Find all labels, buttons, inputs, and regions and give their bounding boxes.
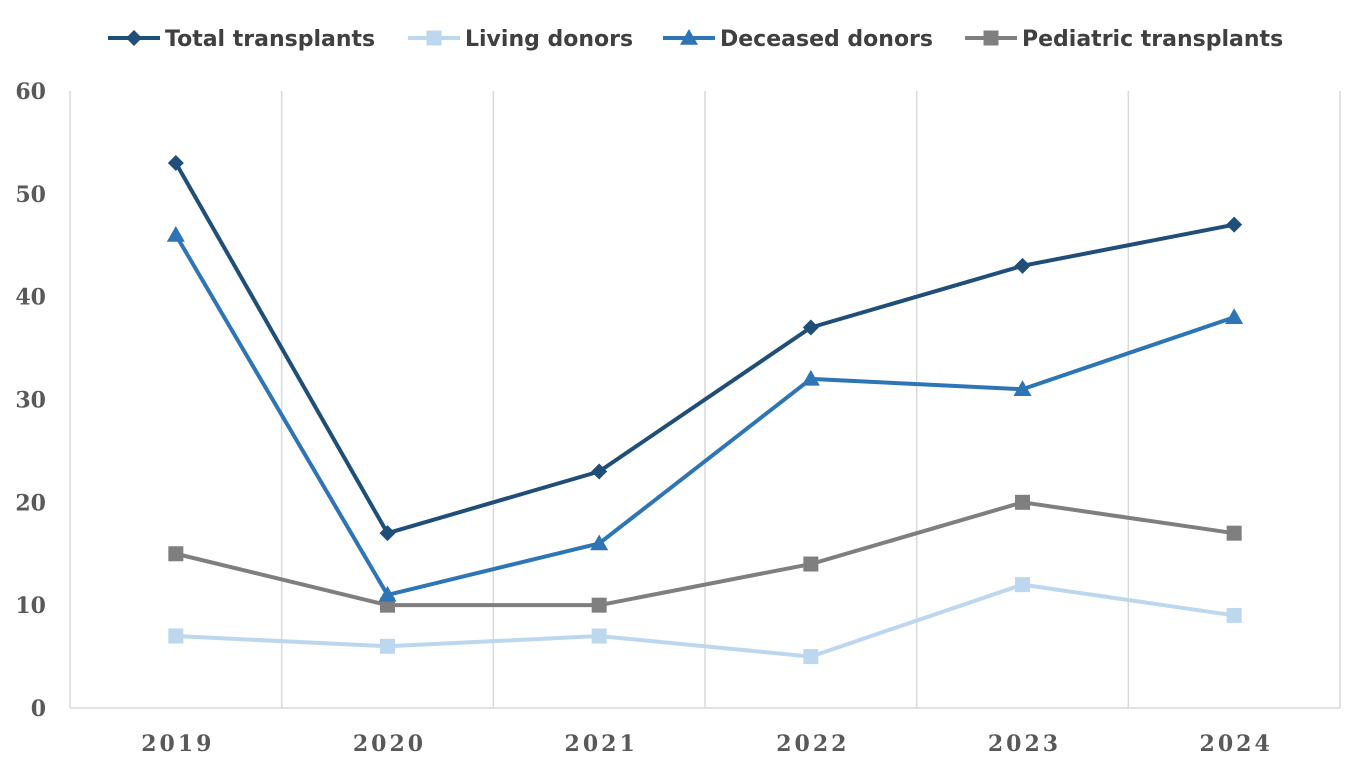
data-point-deceased-donors [1225,308,1244,324]
data-point-total-transplants [167,154,184,171]
series-line-living-donors [175,582,1235,659]
x-tick-label: 2021 [565,731,638,757]
legend-label: Pediatric transplants [1022,27,1283,52]
series-line-total-transplants [174,161,1235,536]
data-point-living-donors [1015,577,1030,593]
legend-label: Total transplants [165,27,375,52]
x-tick-label: 2023 [988,731,1061,757]
series-living-donors [168,577,1242,665]
x-tick-label: 2020 [353,731,426,757]
data-point-living-donors [1226,607,1242,623]
legend-swatch-marker [126,30,142,46]
data-point-pediatric-transplants [803,556,819,572]
data-point-living-donors [168,628,184,644]
y-tick-label: 40 [15,285,46,311]
y-tick-label: 30 [15,388,46,414]
legend: Total transplants Living donors Deceased d… [108,27,1283,52]
legend-item-living-donors: Living donors [408,27,633,52]
y-tick-label: 50 [15,182,46,208]
axes: 0 10 20 30 40 50 60 2019 2020 2021 2022 2023 2024 [15,79,1340,757]
data-point-deceased-donors [378,585,397,602]
x-tick-label: 2019 [141,731,214,757]
data-point-total-transplants [802,319,819,336]
data-point-total-transplants [1014,257,1031,274]
legend-label: Living donors [465,27,633,52]
data-point-pediatric-transplants [1015,494,1030,510]
series-line-pediatric-transplants [175,500,1235,608]
x-tick-label: 2022 [776,731,849,757]
series-pediatric-transplants [168,494,1242,613]
series-group [166,154,1244,665]
y-tick-label: 60 [15,79,46,105]
grid [280,91,1341,708]
legend-swatch-marker [680,29,698,45]
data-point-deceased-donors [166,225,185,242]
series-deceased-donors [166,225,1244,602]
legend-item-deceased-donors: Deceased donors [663,27,933,52]
series-line-deceased-donors [174,233,1235,597]
legend-item-total-transplants: Total transplants [108,27,375,52]
y-tick-label: 0 [31,696,46,722]
data-point-living-donors [803,649,819,665]
data-point-deceased-donors [590,534,609,551]
legend-item-pediatric-transplants: Pediatric transplants [965,27,1283,52]
data-point-pediatric-transplants [1226,525,1242,541]
y-tick-label: 20 [15,490,46,516]
series-total-transplants [167,154,1243,542]
legend-swatch-marker [983,30,999,46]
y-tick-label: 10 [15,593,46,619]
data-point-total-transplants [1226,216,1243,233]
data-point-deceased-donors [1013,380,1032,396]
data-point-deceased-donors [801,369,820,386]
data-point-total-transplants [591,463,608,480]
data-point-total-transplants [379,525,396,542]
data-point-living-donors [591,628,607,644]
legend-label: Deceased donors [720,27,933,52]
legend-swatch-marker [426,30,442,46]
x-tick-label: 2024 [1200,731,1273,757]
data-point-pediatric-transplants [168,546,184,562]
data-point-pediatric-transplants [591,597,607,613]
data-point-living-donors [380,638,395,654]
